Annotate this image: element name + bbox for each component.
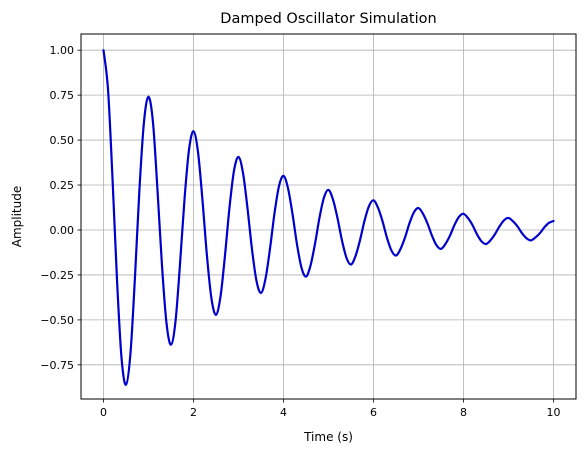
plot-frame [80,33,577,400]
x-tick-label: 0 [100,406,107,419]
x-tick-label: 8 [460,406,467,419]
y-tick-label: 1.00 [50,44,75,57]
axis-ticks: 0 2 4 6 8 10 −0.75 −0.50 −0.25 0.00 0.25 0.50 0.75 1.… [40,44,560,419]
y-tick-label: −0.25 [40,269,74,282]
y-tick-label: 0.00 [50,224,75,237]
y-tick-label: −0.50 [40,314,74,327]
x-axis-label: Time (s) [303,430,353,444]
chart-title: Damped Oscillator Simulation [220,11,436,27]
x-tick-label: 6 [370,406,377,419]
y-tick-label: 0.50 [50,134,75,147]
x-tick-label: 10 [547,406,561,419]
grid-lines [81,34,576,399]
y-tick-label: 0.75 [50,89,75,102]
y-tick-label: −0.75 [40,359,74,372]
plot-series [102,49,555,386]
amplitude-series-line [102,49,555,386]
x-tick-label: 2 [190,406,197,419]
y-tick-label: 0.25 [50,179,75,192]
y-axis-label: Amplitude [10,186,24,248]
x-tick-label: 4 [280,406,287,419]
